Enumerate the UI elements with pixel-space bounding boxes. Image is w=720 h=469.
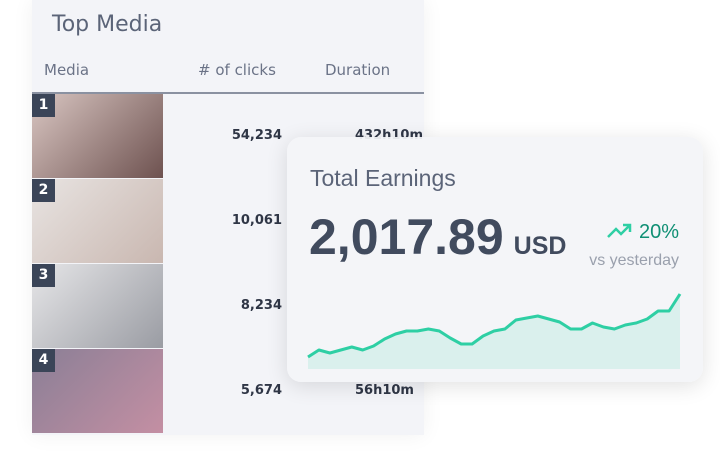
column-duration: Duration: [325, 61, 391, 79]
table-row[interactable]: 1 54,234 432h10m: [32, 94, 424, 179]
table-row[interactable]: 2 10,061: [32, 179, 424, 264]
change-percent: 20%: [638, 221, 679, 243]
comparison-label: vs yesterday: [589, 252, 679, 269]
rank-badge: 3: [32, 264, 55, 287]
total-earnings-card: Total Earnings 2,017.89 USD 20% vs yeste…: [287, 137, 703, 382]
earnings-sparkline: [307, 293, 682, 369]
column-media: Media: [44, 61, 90, 79]
table-row[interactable]: 4 5,674 56h10m: [32, 349, 424, 434]
clicks-value: 10,061: [231, 213, 282, 228]
earnings-title: Total Earnings: [310, 165, 456, 191]
earnings-currency: USD: [513, 232, 567, 260]
rank-badge: 4: [32, 349, 55, 372]
panel-title: Top Media: [52, 12, 163, 37]
rank-badge: 1: [32, 94, 55, 117]
clicks-value: 5,674: [240, 383, 282, 398]
table-row[interactable]: 3 8,234: [32, 264, 424, 349]
rank-badge: 2: [32, 179, 55, 202]
change-indicator: 20%: [607, 221, 679, 244]
trending-up-icon: [607, 223, 632, 238]
earnings-amount-row: 2,017.89 USD: [309, 209, 566, 265]
duration-value: 56h10m: [355, 383, 414, 398]
header-divider: [32, 92, 424, 94]
column-clicks: # of clicks: [198, 61, 276, 79]
sparkline-line: [307, 293, 682, 359]
earnings-amount: 2,017.89: [309, 209, 504, 265]
clicks-value: 8,234: [240, 298, 282, 313]
clicks-value: 54,234: [231, 128, 282, 143]
